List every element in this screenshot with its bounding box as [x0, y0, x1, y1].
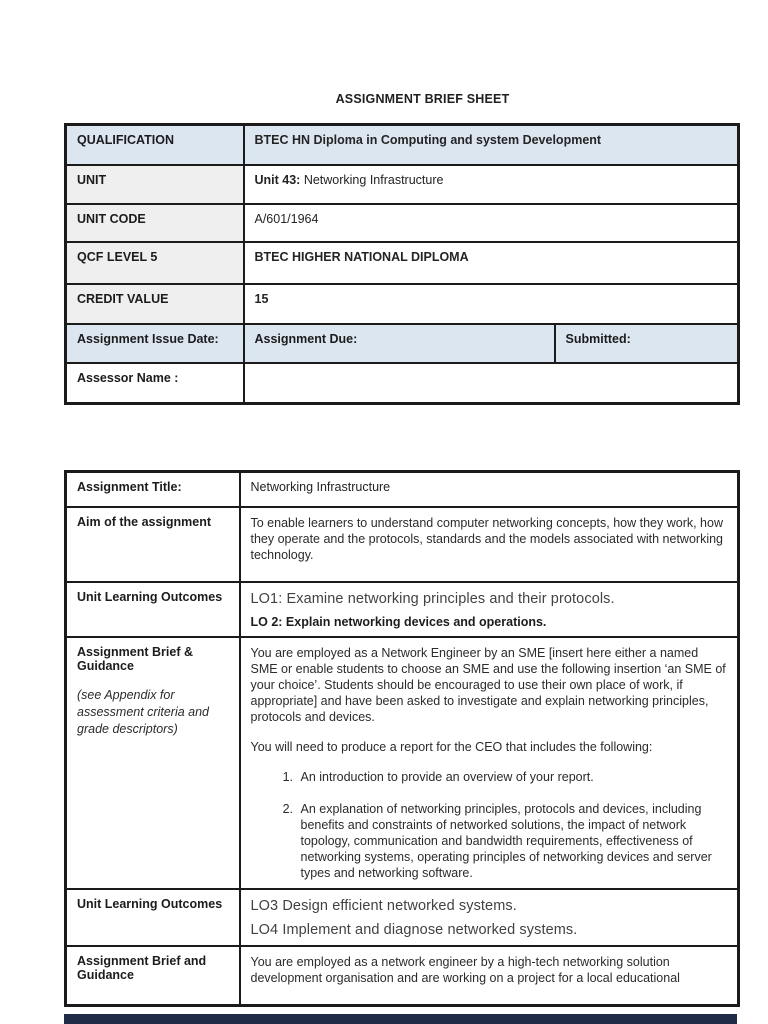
table-row: Assignment Issue Date: Assignment Due: S… [64, 322, 740, 364]
table-row: QCF LEVEL 5 BTEC HIGHER NATIONAL DIPLOMA [64, 240, 740, 285]
table-row: Assignment Brief & Guidance (see Appendi… [64, 635, 740, 890]
header-info-table: QUALIFICATION BTEC HN Diploma in Computi… [64, 123, 741, 405]
table-row: Aim of the assignment To enable learners… [64, 505, 740, 583]
brief-guidance-1-label: Assignment Brief & Guidance (see Appendi… [64, 635, 241, 890]
brief-guidance-1-value: You are employed as a Network Engineer b… [238, 635, 740, 890]
unit-name: Networking Infrastructure [300, 172, 444, 187]
aim-label: Aim of the assignment [64, 505, 241, 583]
assessor-name-label: Assessor Name : [64, 361, 245, 405]
brief-guidance-1-label-line1: Assignment Brief & [77, 644, 193, 659]
credit-value-label: CREDIT VALUE [64, 282, 245, 325]
footer-bar [64, 1014, 737, 1024]
brief-guidance-2-label-line1: Assignment Brief and [77, 953, 207, 968]
due-date-label: Assignment Due: [242, 322, 556, 364]
learning-outcomes-2-label: Unit Learning Outcomes [64, 887, 241, 947]
brief-2-paragraph-1: You are employed as a network engineer b… [250, 954, 680, 985]
list-item: An explanation of networking principles,… [297, 801, 728, 881]
brief-task-list: An introduction to provide an overview o… [251, 769, 728, 881]
table-row: Assessor Name : [64, 361, 740, 405]
submitted-label: Submitted: [553, 322, 740, 364]
qcf-level-label: QCF LEVEL 5 [64, 240, 245, 285]
table-row: CREDIT VALUE 15 [64, 282, 740, 325]
brief-guidance-2-value: You are employed as a network engineer b… [238, 944, 740, 1007]
aim-value: To enable learners to understand compute… [238, 505, 740, 583]
lo3-text: LO3 Design efficient networked systems. [250, 897, 517, 914]
assignment-title-value: Networking Infrastructure [238, 470, 740, 508]
issue-date-label: Assignment Issue Date: [64, 322, 245, 364]
table-row: Assignment Title: Networking Infrastruct… [64, 470, 740, 508]
unit-label: UNIT [64, 163, 245, 205]
learning-outcomes-1-value: LO1: Examine networking principles and t… [238, 580, 740, 638]
lo2-text: LO 2: Explain networking devices and ope… [250, 614, 547, 629]
credit-value-value: 15 [242, 282, 740, 325]
appendix-note: (see Appendix for assessment criteria an… [77, 687, 210, 736]
brief-paragraph-2: You will need to produce a report for th… [250, 739, 653, 754]
table-row: Unit Learning Outcomes LO1: Examine netw… [64, 580, 740, 638]
assignment-brief-table: Assignment Title: Networking Infrastruct… [64, 470, 740, 1007]
brief-guidance-2-label: Assignment Brief and Guidance [64, 944, 241, 1007]
table-row: Assignment Brief and Guidance You are em… [64, 944, 740, 1007]
table-row: UNIT CODE A/601/1964 [64, 202, 740, 243]
unit-code-label: UNIT CODE [64, 202, 245, 243]
qualification-label: QUALIFICATION [64, 123, 245, 166]
document-title: ASSIGNMENT BRIEF SHEET [335, 92, 510, 106]
brief-guidance-2-label-line2: Guidance [77, 967, 134, 982]
unit-number: Unit 43: [254, 172, 301, 187]
learning-outcomes-2-value: LO3 Design efficient networked systems. … [238, 887, 740, 947]
unit-value: Unit 43: Networking Infrastructure [242, 163, 740, 205]
lo1-text: LO1: Examine networking principles and t… [250, 590, 615, 607]
qcf-level-value: BTEC HIGHER NATIONAL DIPLOMA [242, 240, 740, 285]
list-item: An introduction to provide an overview o… [297, 769, 728, 785]
table-row: Unit Learning Outcomes LO3 Design effici… [64, 887, 740, 947]
unit-code-value: A/601/1964 [242, 202, 740, 243]
qualification-value: BTEC HN Diploma in Computing and system … [242, 123, 740, 166]
lo4-text: LO4 Implement and diagnose networked sys… [250, 921, 578, 938]
table-row: QUALIFICATION BTEC HN Diploma in Computi… [64, 123, 740, 166]
brief-guidance-1-label-line2: Guidance [77, 658, 134, 673]
assignment-title-label: Assignment Title: [64, 470, 241, 508]
assessor-name-value [242, 361, 740, 405]
learning-outcomes-1-label: Unit Learning Outcomes [64, 580, 241, 638]
brief-paragraph-1: You are employed as a Network Engineer b… [250, 645, 726, 724]
table-row: UNIT Unit 43: Networking Infrastructure [64, 163, 740, 205]
